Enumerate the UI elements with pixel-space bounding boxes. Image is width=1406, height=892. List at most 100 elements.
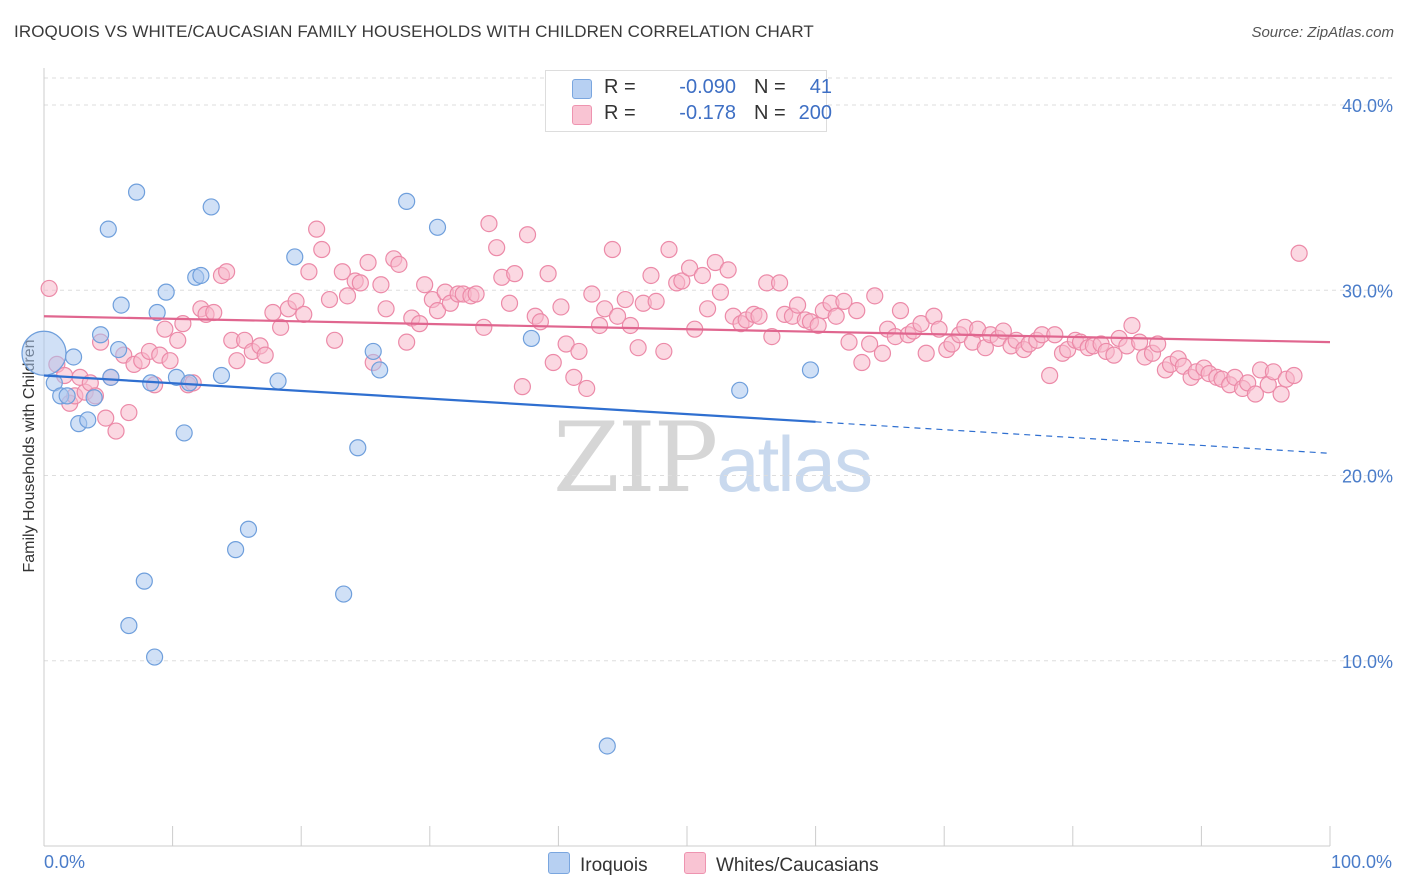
whites-point [313, 240, 331, 259]
whites-point [1285, 366, 1303, 385]
whites-point [835, 292, 853, 310]
x-tick-label-min: 0.0% [44, 852, 86, 872]
whites-point [372, 276, 390, 294]
whites-point [475, 318, 493, 336]
whites-point [693, 266, 712, 285]
legend-n-value: 200 [798, 102, 832, 124]
iroquois-point [91, 326, 110, 344]
iroquois-point [145, 648, 164, 666]
x-tick-label-max: 100.0% [1330, 852, 1392, 872]
whites-trend-line [43, 315, 1331, 344]
whites-point [629, 339, 647, 357]
iroquois-point [112, 296, 130, 314]
legend-n-label: N = [754, 76, 786, 98]
whites-point [295, 305, 313, 323]
y-tick-label: 10.0% [1342, 652, 1393, 672]
whites-point [552, 298, 570, 316]
iroquois-point [21, 330, 67, 376]
whites-point [1264, 363, 1283, 381]
iroquois-point [239, 520, 258, 538]
iroquois-point [398, 192, 416, 210]
whites-point [660, 240, 678, 259]
iroquois-point [349, 439, 367, 457]
whites-point [750, 307, 768, 325]
whites-point [861, 335, 879, 353]
whites-point [338, 287, 357, 305]
whites-point [565, 368, 583, 386]
whites-point [518, 226, 537, 244]
whites-point [544, 353, 562, 372]
legend-r-label: R = [604, 76, 636, 98]
whites-point [488, 239, 506, 257]
whites-point [647, 292, 665, 310]
whites-point [621, 316, 640, 335]
iroquois-point [335, 585, 353, 603]
whites-point [596, 300, 614, 318]
whites-point [320, 290, 339, 309]
whites-point [616, 290, 634, 309]
whites-point [840, 333, 858, 351]
whites-point [917, 344, 935, 362]
whites-point [642, 266, 660, 285]
whites-point [848, 302, 866, 320]
whites-legend-label: Whites/Caucasians [716, 855, 879, 876]
whites-point [853, 353, 871, 372]
iroquois-legend-label: Iroquois [580, 855, 648, 876]
whites-point [333, 263, 351, 281]
whites-point [390, 255, 408, 273]
whites-point [719, 261, 737, 279]
whites-point [1290, 244, 1308, 262]
whites-point [513, 378, 531, 396]
iroquois-point [148, 303, 166, 322]
whites-point [500, 294, 519, 312]
whites-point [1041, 366, 1059, 385]
iroquois-point [192, 266, 210, 285]
iroquois-point [157, 283, 175, 301]
y-tick-label: 40.0% [1342, 96, 1393, 116]
whites-point [107, 422, 125, 440]
whites-point [1046, 326, 1064, 344]
whites-swatch [572, 105, 592, 125]
whites-point [218, 263, 236, 281]
legend-r-label: R = [604, 102, 636, 124]
whites-point [506, 265, 524, 283]
iroquois-point [286, 248, 304, 266]
whites-point [228, 352, 246, 370]
whites-point [300, 263, 318, 281]
iroquois-point [269, 372, 287, 390]
y-tick-label: 20.0% [1342, 467, 1393, 487]
whites-point [169, 331, 187, 349]
iroquois-point [371, 361, 389, 379]
whites-point [256, 346, 274, 364]
whites-point [264, 303, 282, 322]
whites-point [570, 342, 588, 361]
bottom-legend-iroquois: Iroquois [548, 852, 648, 877]
whites-point [351, 274, 369, 292]
whites-point [287, 292, 305, 310]
whites-point [308, 220, 326, 238]
whites-point [398, 333, 416, 351]
whites-point [1105, 346, 1123, 364]
iroquois-point [135, 572, 153, 590]
iroquois-point [801, 361, 820, 379]
whites-point [467, 285, 485, 303]
whites-point [1149, 335, 1167, 353]
whites-point [788, 296, 807, 314]
whites-legend-swatch [684, 852, 706, 874]
whites-point [272, 318, 290, 336]
whites-point [680, 259, 699, 277]
iroquois-point [202, 198, 220, 216]
whites-point [40, 279, 58, 298]
whites-point [161, 352, 179, 370]
correlation-legend: R = -0.090 N = 41 R = -0.178 N = 200 [545, 70, 832, 132]
y-tick-label: 30.0% [1342, 281, 1393, 301]
iroquois-point [109, 340, 128, 359]
iroquois-point [731, 381, 749, 399]
whites-point [1272, 385, 1290, 403]
whites-point [480, 215, 498, 233]
iroquois-point [120, 616, 138, 635]
whites-point [711, 283, 730, 301]
legend-r-value: -0.178 [679, 102, 736, 124]
whites-point [706, 253, 724, 272]
